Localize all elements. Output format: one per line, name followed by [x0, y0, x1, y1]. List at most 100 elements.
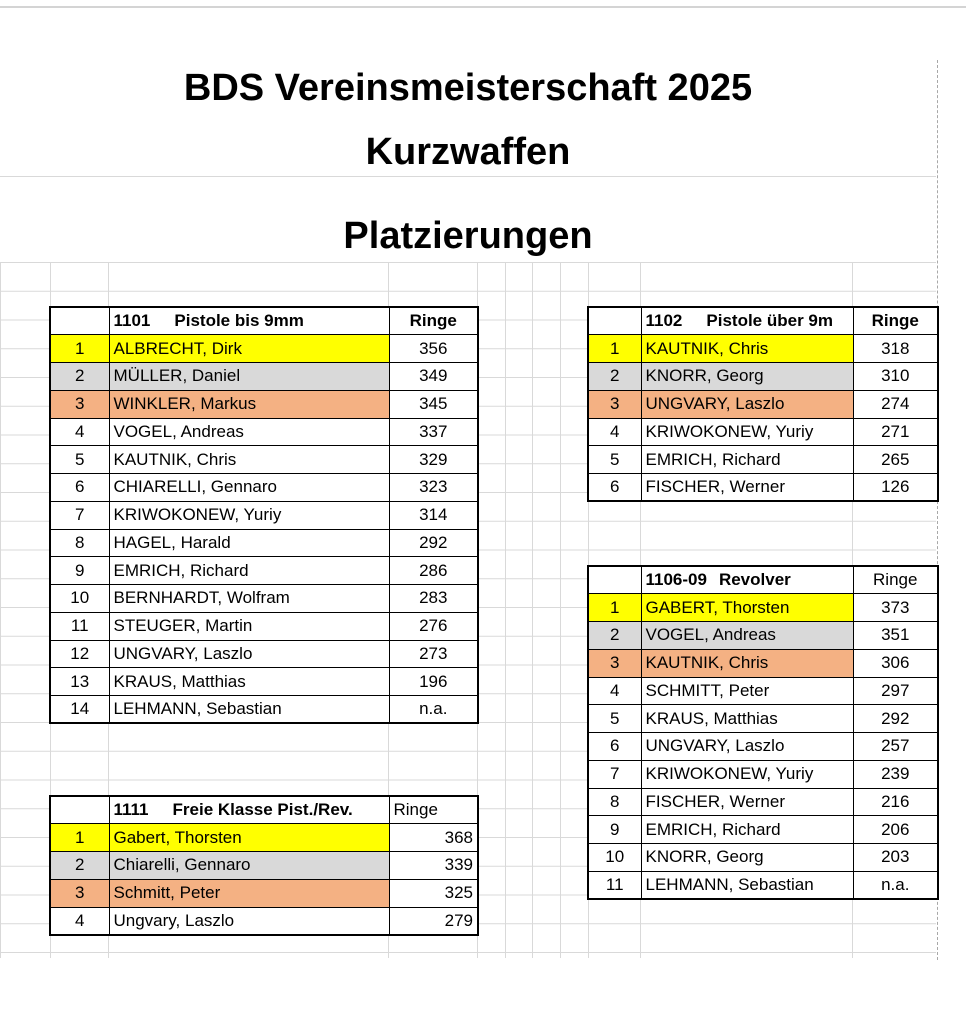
rank-position: 6: [587, 732, 642, 761]
page-subtitle: Platzierungen: [343, 215, 593, 257]
score: 292: [388, 528, 479, 558]
rank-position: 3: [49, 389, 110, 419]
header-pos: [49, 795, 110, 825]
shooter-name: FISCHER, Werner: [640, 473, 854, 502]
shooter-name: MÜLLER, Daniel: [108, 362, 390, 391]
rank-position: 1: [49, 823, 110, 852]
rank-position: 13: [49, 667, 110, 696]
score: 345: [388, 389, 479, 419]
score: 306: [852, 648, 939, 678]
score-header: Ringe: [852, 565, 939, 595]
page-break-line: [937, 60, 938, 960]
rank-position: 5: [49, 445, 110, 474]
shooter-name: EMRICH, Richard: [640, 445, 854, 474]
discipline-code: 1101: [113, 311, 151, 331]
discipline-title: 1101 Pistole bis 9mm: [108, 306, 390, 336]
rank-position: 2: [49, 362, 110, 391]
discipline-code: 1102: [645, 311, 683, 331]
table-row: 11 STEUGER, Martin 276: [49, 611, 479, 641]
rank-position: 7: [587, 759, 642, 789]
rank-position: 2: [587, 621, 642, 650]
rank-position: 8: [49, 528, 110, 558]
table-row: 2 VOGEL, Andreas 351: [587, 621, 939, 650]
table-row: 10 BERNHARDT, Wolfram 283: [49, 584, 479, 613]
shooter-name: SCHMITT, Peter: [640, 676, 854, 706]
table-row: 5 KAUTNIK, Chris 329: [49, 445, 479, 474]
table-row: 8 HAGEL, Harald 292: [49, 528, 479, 558]
table-row: 4 Ungvary, Laszlo 279: [49, 906, 479, 936]
table-row: 14 LEHMANN, Sebastian n.a.: [49, 695, 479, 724]
rank-position: 11: [49, 611, 110, 641]
table-row: 10 KNORR, Georg 203: [587, 843, 939, 872]
table-row: 3 Schmitt, Peter 325: [49, 878, 479, 908]
rank-position: 4: [587, 676, 642, 706]
grid-col: [505, 262, 506, 958]
shooter-name: KNORR, Georg: [640, 843, 854, 872]
ranking-table-1101: 1101 Pistole bis 9mm Ringe 1 ALBRECHT, Dir…: [49, 306, 479, 725]
table-row: 6 FISCHER, Werner 126: [587, 473, 939, 502]
rank-position: 9: [49, 556, 110, 585]
score: 356: [388, 334, 479, 363]
table-row: 9 EMRICH, Richard 286: [49, 556, 479, 585]
rank-position: 12: [49, 639, 110, 669]
table-row: 11 LEHMANN, Sebastian n.a.: [587, 870, 939, 900]
score: 337: [388, 417, 479, 447]
score-header: Ringe: [388, 795, 479, 825]
shooter-name: EMRICH, Richard: [640, 815, 854, 844]
discipline-name: Revolver: [718, 570, 791, 590]
rank-position: 1: [49, 334, 110, 363]
score: 283: [388, 584, 479, 613]
table-row: 13 KRAUS, Matthias 196: [49, 667, 479, 696]
score: 373: [852, 593, 939, 622]
score: 274: [852, 389, 939, 419]
shooter-name: KRIWOKONEW, Yuriy: [108, 500, 390, 530]
shooter-name: KNORR, Georg: [640, 362, 854, 391]
table-row: 1 ALBRECHT, Dirk 356: [49, 334, 479, 363]
ranking-table-1111: 1111 Freie Klasse Pist./Rev. Ringe 1 Gaber…: [49, 795, 479, 936]
score: 276: [388, 611, 479, 641]
table-row: 12 UNGVARY, Laszlo 273: [49, 639, 479, 669]
rank-position: 6: [49, 473, 110, 502]
rank-position: 7: [49, 500, 110, 530]
shooter-name: KAUTNIK, Chris: [640, 648, 854, 678]
shooter-name: Ungvary, Laszlo: [108, 906, 390, 936]
table-row: 1 KAUTNIK, Chris 318: [587, 334, 939, 363]
score: 318: [852, 334, 939, 363]
table-row: 1 Gabert, Thorsten 368: [49, 823, 479, 852]
rank-position: 3: [587, 389, 642, 419]
table-header: 1102 Pistole über 9m Ringe: [587, 306, 939, 336]
rank-position: 10: [49, 584, 110, 613]
rank-position: 9: [587, 815, 642, 844]
shooter-name: EMRICH, Richard: [108, 556, 390, 585]
discipline-name: Pistole bis 9mm: [174, 311, 304, 331]
discipline-code: 1106-09: [645, 570, 707, 590]
rank-position: 4: [49, 906, 110, 936]
score: 216: [852, 787, 939, 817]
shooter-name: STEUGER, Martin: [108, 611, 390, 641]
shooter-name: GABERT, Thorsten: [640, 593, 854, 622]
rank-position: 4: [49, 417, 110, 447]
rank-position: 4: [587, 417, 642, 447]
score: 314: [388, 500, 479, 530]
rank-position: 2: [587, 362, 642, 391]
table-row: 8 FISCHER, Werner 216: [587, 787, 939, 817]
table-row: 7 KRIWOKONEW, Yuriy 239: [587, 759, 939, 789]
rank-position: 14: [49, 695, 110, 724]
table-row: 2 MÜLLER, Daniel 349: [49, 362, 479, 391]
shooter-name: KRAUS, Matthias: [640, 704, 854, 733]
score: 203: [852, 843, 939, 872]
shooter-name: ALBRECHT, Dirk: [108, 334, 390, 363]
score: 286: [388, 556, 479, 585]
score: 323: [388, 473, 479, 502]
shooter-name: KRAUS, Matthias: [108, 667, 390, 696]
score: 273: [388, 639, 479, 669]
table-row: 6 CHIARELLI, Gennaro 323: [49, 473, 479, 502]
shooter-name: WINKLER, Markus: [108, 389, 390, 419]
top-border: [0, 6, 966, 8]
discipline-title: 1102 Pistole über 9m: [640, 306, 854, 336]
score: 196: [388, 667, 479, 696]
header-pos: [49, 306, 110, 336]
shooter-name: HAGEL, Harald: [108, 528, 390, 558]
header-pos: [587, 306, 642, 336]
discipline-code: 1111: [113, 800, 149, 820]
